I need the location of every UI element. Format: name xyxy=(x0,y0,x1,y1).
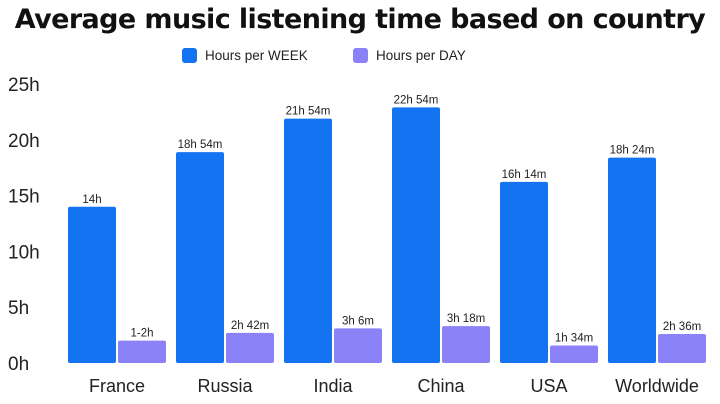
x-category-label: China xyxy=(417,376,465,396)
bar-week-usa xyxy=(500,181,548,363)
y-tick-label: 0h xyxy=(8,354,29,375)
y-tick-label: 5h xyxy=(8,298,29,319)
bar-week-india xyxy=(284,118,332,363)
data-label: 3h 6m xyxy=(342,315,374,327)
bar-day-france xyxy=(118,340,166,363)
y-tick-label: 10h xyxy=(8,242,40,263)
data-label: 16h 14m xyxy=(502,169,547,181)
bar-day-russia xyxy=(226,332,274,363)
data-label: 18h 24m xyxy=(610,145,655,157)
legend-item-week: Hours per WEEK xyxy=(182,45,308,65)
y-tick-label: 20h xyxy=(8,131,40,152)
data-label: 1-2h xyxy=(130,328,153,340)
data-label: 21h 54m xyxy=(286,106,331,118)
x-category-label: USA xyxy=(530,376,567,396)
legend: Hours per WEEK Hours per DAY xyxy=(0,45,720,65)
bar-week-france xyxy=(68,206,116,363)
bar-week-china xyxy=(392,107,440,363)
legend-label-day: Hours per DAY xyxy=(376,47,466,63)
data-label: 14h xyxy=(82,194,101,206)
data-label: 2h 36m xyxy=(663,321,701,333)
legend-item-day: Hours per DAY xyxy=(353,45,466,65)
data-label: 2h 42m xyxy=(231,320,269,332)
bar-day-worldwide xyxy=(658,333,706,363)
legend-swatch-day xyxy=(353,47,368,63)
x-category-label: Russia xyxy=(197,376,253,396)
data-label: 3h 18m xyxy=(447,313,485,325)
legend-label-week: Hours per WEEK xyxy=(205,47,308,63)
data-label: 1h 34m xyxy=(555,332,593,344)
bar-week-russia xyxy=(176,152,224,363)
bar-day-usa xyxy=(550,345,598,363)
y-tick-label: 15h xyxy=(8,187,40,208)
data-label: 22h 54m xyxy=(394,94,439,106)
chart-title: Average music listening time based on co… xyxy=(14,4,706,35)
x-category-label: Worldwide xyxy=(615,376,699,396)
x-category-label: France xyxy=(89,376,145,396)
x-category-label: India xyxy=(313,376,353,396)
bar-day-india xyxy=(334,328,382,363)
legend-swatch-week xyxy=(182,47,197,63)
y-tick-label: 25h xyxy=(8,75,40,96)
bar-day-china xyxy=(442,326,490,363)
data-label: 18h 54m xyxy=(178,139,223,151)
bar-week-worldwide xyxy=(608,157,656,363)
